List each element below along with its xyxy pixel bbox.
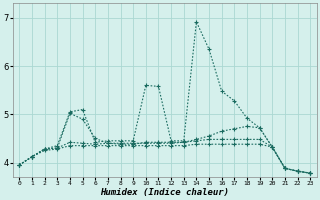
X-axis label: Humidex (Indice chaleur): Humidex (Indice chaleur) <box>100 188 229 197</box>
